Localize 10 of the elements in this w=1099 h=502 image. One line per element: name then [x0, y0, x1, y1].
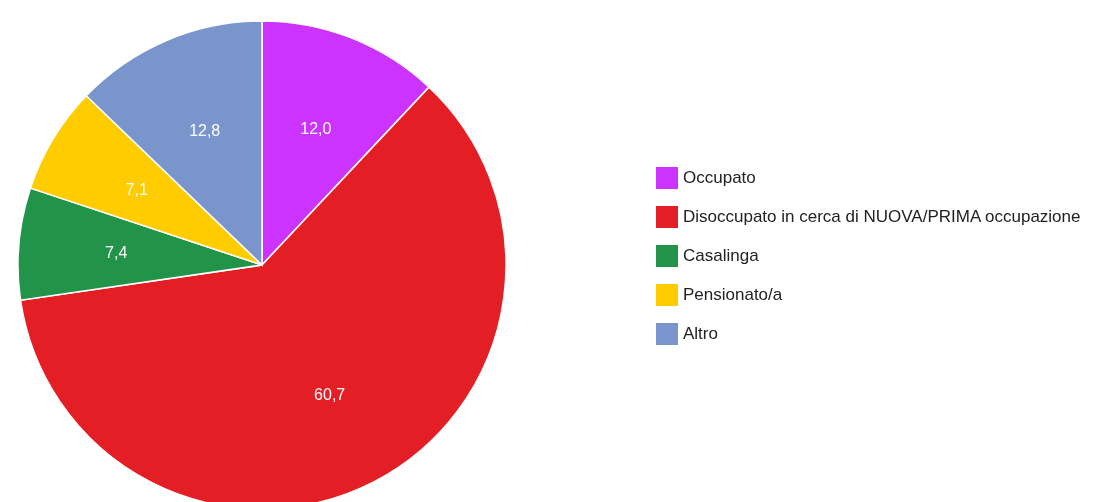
legend-label: Disoccupato in cerca di NUOVA/PRIMA occupazione [683, 206, 1081, 227]
data-label: 60,7 [314, 386, 346, 404]
legend-label: Casalinga [683, 245, 759, 266]
data-label: 7,4 [105, 243, 128, 261]
data-label: 7,1 [125, 180, 148, 198]
legend-label: Altro [683, 323, 718, 344]
data-label: 12,8 [189, 121, 221, 139]
data-label: 12,0 [300, 120, 332, 138]
legend-label: Pensionato/a [683, 284, 783, 305]
legend-label: Occupato [683, 167, 756, 188]
